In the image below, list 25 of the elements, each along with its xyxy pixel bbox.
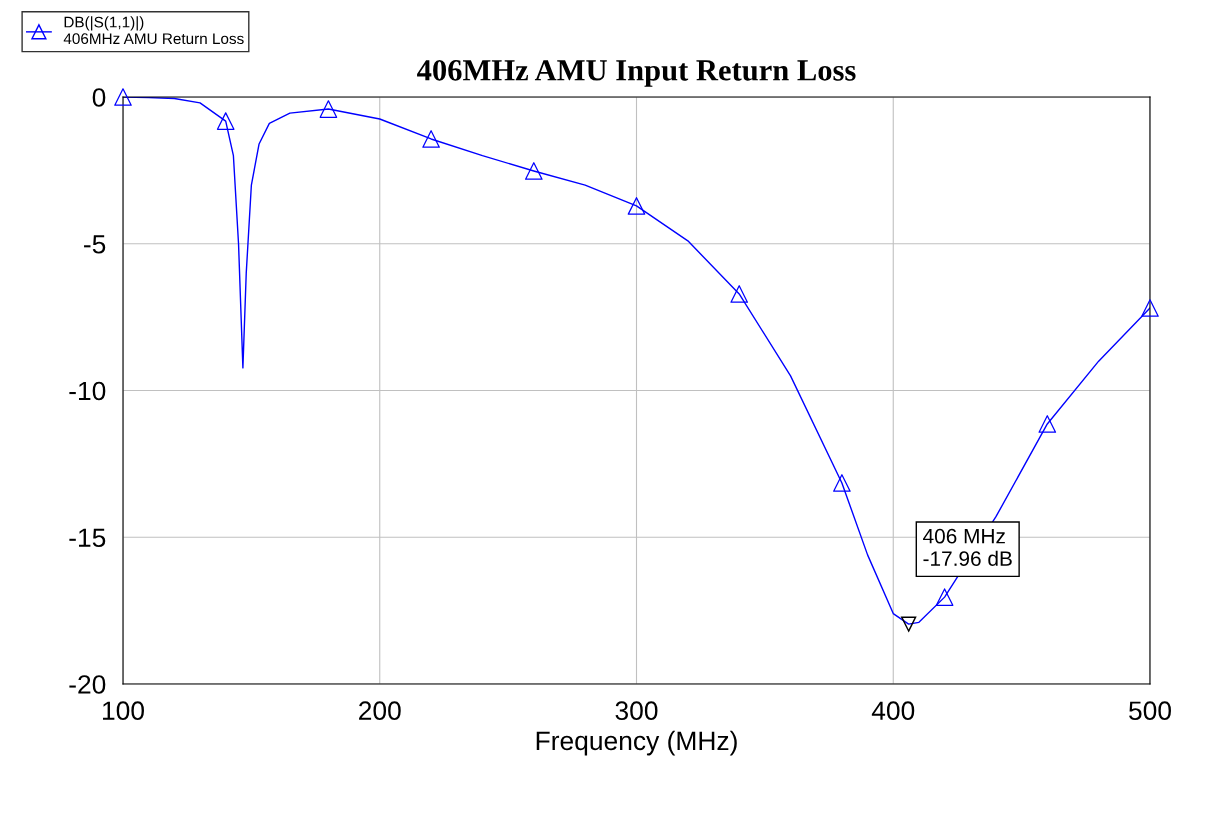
point: [1038, 415, 1057, 433]
point: [833, 474, 851, 492]
point: [524, 162, 543, 180]
y-tick-label: -10: [69, 381, 106, 401]
x-tick-label: 400: [871, 701, 915, 721]
point: [1141, 299, 1159, 317]
y-tick-label: -5: [84, 235, 106, 254]
legend-label: DB(|S(1,1)|) 406MHz AMU Return Loss: [63, 16, 244, 45]
x-axis-title: Frequency (MHz): [536, 730, 737, 756]
point: [114, 88, 132, 106]
x-tick-label: 300: [615, 701, 658, 721]
point: [422, 130, 440, 148]
y-tick-label: -15: [69, 528, 106, 548]
point: [319, 100, 338, 118]
point: [935, 588, 954, 606]
x-tick-label: 200: [359, 701, 401, 721]
y-tick-label: 0: [92, 88, 106, 107]
chart-title: 406MHz AMU Input Return Loss: [417, 60, 856, 87]
x-tick-label: 500: [1129, 701, 1171, 721]
y-tick-label: -20: [69, 675, 106, 694]
annotation: 406 MHz -17.96 dB: [923, 528, 1012, 566]
point: [216, 112, 235, 130]
point: [730, 285, 749, 303]
x-tick-label: 100: [103, 701, 144, 721]
point: [627, 197, 646, 215]
